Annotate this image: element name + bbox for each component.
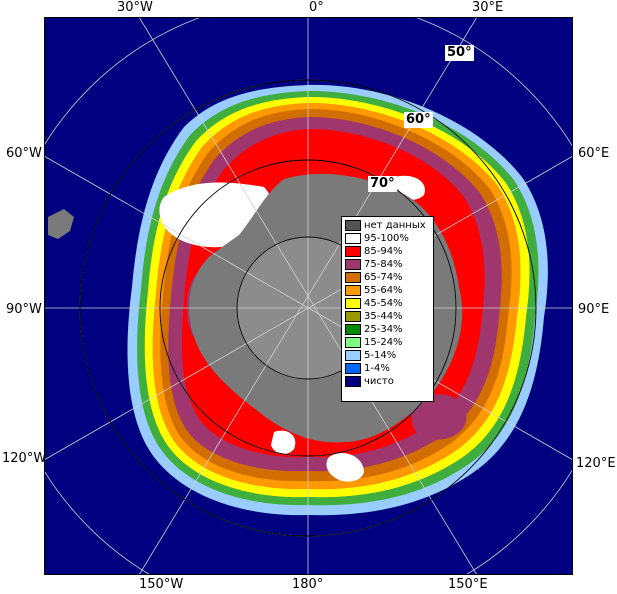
legend-swatch [345, 350, 361, 361]
legend-label: 95-100% [364, 233, 409, 244]
legend-item: 1-4% [345, 362, 430, 375]
parallel-label-50: 50° [445, 45, 474, 61]
meridian-label-bottom-3: 150°E [448, 577, 488, 592]
legend-label: 5-14% [364, 350, 397, 361]
meridian-label-right-3: 120°E [576, 456, 616, 471]
meridian-label-right-1: 60°E [578, 146, 610, 161]
legend-swatch [345, 298, 361, 309]
legend-label: 65-74% [364, 272, 403, 283]
legend-swatch [345, 363, 361, 374]
legend-label: 45-54% [364, 298, 403, 309]
legend-swatch [345, 376, 361, 387]
meridian-label-bottom-2: 180° [292, 577, 324, 592]
legend-swatch [345, 220, 361, 231]
legend-item: чисто [345, 375, 430, 388]
legend-label: нет данных [364, 220, 426, 231]
meridian-label-top-1: 30°W [117, 0, 153, 15]
meridian-label-left-3: 120°W [2, 451, 47, 466]
legend-item: 25-34% [345, 323, 430, 336]
legend-item: 45-54% [345, 297, 430, 310]
legend-item: нет данных [345, 219, 430, 232]
legend-item: 75-84% [345, 258, 430, 271]
legend-swatch [345, 259, 361, 270]
ice-patch-white-ross [326, 452, 364, 482]
legend-label: 1-4% [364, 363, 390, 374]
legend-swatch [345, 272, 361, 283]
legend-swatch [345, 285, 361, 296]
legend-item: 55-64% [345, 284, 430, 297]
ice-patch-white-2 [271, 430, 296, 454]
legend-item: 85-94% [345, 245, 430, 258]
legend-label: 85-94% [364, 246, 403, 257]
legend-swatch [345, 337, 361, 348]
legend-swatch [345, 246, 361, 257]
legend-item: 35-44% [345, 310, 430, 323]
meridian-label-left-1: 60°W [6, 146, 42, 161]
legend-item: 15-24% [345, 336, 430, 349]
legend-swatch [345, 233, 361, 244]
meridian-label-bottom-1: 150°W [139, 577, 184, 592]
ice-zone-purple-inner-2 [411, 394, 467, 440]
meridian-label-left-2: 90°W [6, 302, 42, 317]
legend-label: 35-44% [364, 311, 403, 322]
polar-map [44, 17, 573, 575]
legend: нет данных 95-100% 85-94% 75-84% 65-74% 55-64… [341, 216, 434, 402]
legend-item: 95-100% [345, 232, 430, 245]
legend-label: чисто [364, 376, 394, 387]
legend-swatch [345, 324, 361, 335]
legend-item: 5-14% [345, 349, 430, 362]
parallel-label-70: 70° [368, 176, 397, 192]
meridian-label-right-2: 90°E [578, 302, 610, 317]
legend-item: 65-74% [345, 271, 430, 284]
south-america-land [48, 209, 74, 239]
legend-label: 25-34% [364, 324, 403, 335]
legend-label: 55-64% [364, 285, 403, 296]
legend-label: 75-84% [364, 259, 403, 270]
meridian-label-top-2: 0° [309, 0, 324, 15]
legend-swatch [345, 311, 361, 322]
parallel-label-60: 60° [404, 112, 433, 128]
meridian-label-top-3: 30°E [472, 0, 504, 15]
legend-label: 15-24% [364, 337, 403, 348]
